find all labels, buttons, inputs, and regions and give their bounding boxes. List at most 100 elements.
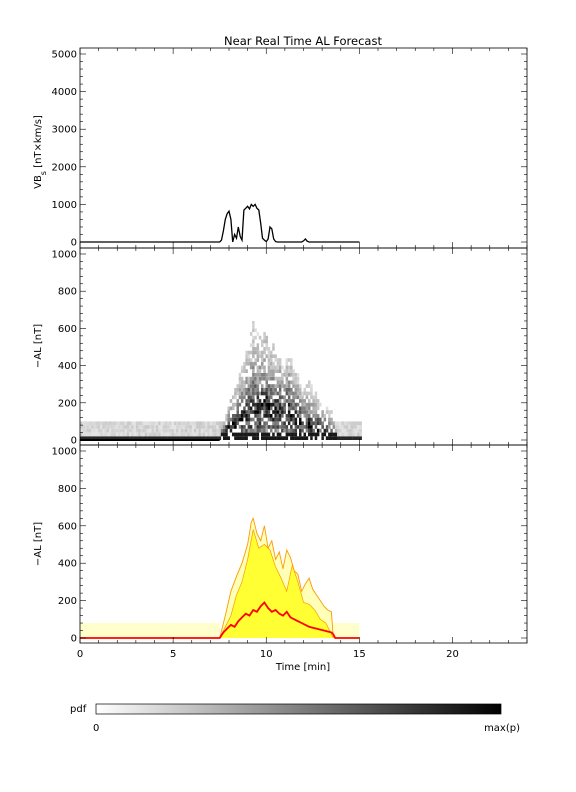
heatmap-cell [240, 391, 244, 396]
heatmap-cell [267, 406, 271, 411]
heatmap-cell [227, 436, 230, 440]
heatmap-cell [214, 425, 217, 429]
al-forecast-x-tick-label: 15 [353, 649, 366, 660]
heatmap-cell [167, 425, 170, 429]
heatmap-cell [290, 436, 293, 440]
heatmap-cell [191, 428, 195, 433]
heatmap-cell [343, 428, 347, 433]
heatmap-cell [86, 432, 90, 437]
heatmap-cell [249, 406, 253, 411]
heatmap-cell [285, 361, 289, 366]
heatmap-cell [258, 376, 262, 381]
heatmap-cell [209, 428, 213, 433]
heatmap-cell [270, 369, 273, 373]
heatmap-cell [296, 391, 300, 396]
heatmap-cell [240, 399, 244, 403]
heatmap-cell [202, 428, 206, 433]
heatmap-cell [97, 421, 101, 426]
heatmap-cell [167, 421, 170, 426]
heatmap-cell [328, 421, 331, 426]
heatmap-cell [265, 421, 268, 426]
heatmap-cell [200, 428, 204, 433]
heatmap-cell [261, 376, 264, 381]
heatmap-cell [301, 395, 304, 400]
heatmap-cell [234, 421, 237, 426]
heatmap-cell [252, 354, 255, 359]
heatmap-cell [173, 432, 177, 437]
heatmap-cell [278, 361, 282, 366]
heatmap-cell [283, 421, 286, 426]
al-pdf-y-tick-label: 0 [71, 436, 77, 447]
heatmap-cell [314, 402, 318, 407]
heatmap-cell [249, 358, 253, 362]
heatmap-cell [100, 432, 103, 437]
heatmap-cell [138, 432, 141, 437]
heatmap-cell [310, 432, 313, 437]
heatmap-cell [238, 391, 242, 396]
heatmap-cell [164, 421, 168, 426]
heatmap-cell [305, 436, 309, 440]
heatmap-cell [153, 428, 157, 433]
heatmap-cell [104, 425, 108, 429]
heatmap-cell [86, 425, 90, 429]
heatmap-cell [272, 436, 275, 440]
heatmap-cell [263, 436, 266, 440]
heatmap-cell [258, 380, 262, 385]
heatmap-cell [276, 421, 280, 426]
heatmap-cell [258, 391, 262, 396]
heatmap-cell [310, 410, 313, 414]
heatmap-cell [301, 399, 304, 403]
heatmap-cell [245, 428, 248, 433]
heatmap-cell [261, 373, 264, 377]
heatmap-cell [270, 361, 273, 366]
heatmap-cell [305, 425, 309, 429]
heatmap-cell [278, 436, 282, 440]
heatmap-cell [265, 425, 268, 429]
heatmap-cell [276, 417, 280, 422]
heatmap-cell [240, 432, 244, 437]
heatmap-cell [258, 373, 262, 377]
heatmap-cell [294, 406, 298, 411]
heatmap-cell [200, 432, 204, 437]
heatmap-cell [209, 432, 213, 437]
heatmap-cell [285, 391, 289, 396]
heatmap-cell [276, 402, 280, 407]
heatmap-cell [339, 432, 342, 437]
heatmap-cell [323, 414, 327, 418]
heatmap-cell [348, 425, 351, 429]
heatmap-cell [314, 425, 318, 429]
heatmap-cell [91, 428, 94, 433]
heatmap-cell [352, 432, 356, 437]
al-pdf-panel: 0 200 400 600 800 1000 −AL [nT] [33, 247, 528, 447]
heatmap-cell [294, 417, 298, 422]
heatmap-cell [292, 391, 295, 396]
heatmap-cell [278, 358, 282, 362]
heatmap-cell [294, 373, 298, 377]
heatmap-cell [252, 321, 255, 325]
heatmap-cell [149, 432, 152, 437]
heatmap-cell [263, 402, 266, 407]
heatmap-cell [354, 428, 358, 433]
heatmap-cell [303, 387, 306, 392]
heatmap-cell [93, 421, 96, 426]
heatmap-cell [274, 406, 277, 411]
heatmap-cell [254, 421, 257, 426]
heatmap-cell [82, 432, 85, 437]
heatmap-cell [249, 399, 253, 403]
heatmap-cell [325, 428, 329, 433]
heatmap-cell [247, 361, 251, 366]
heatmap-cell [156, 428, 159, 433]
heatmap-cell [245, 414, 248, 418]
heatmap-cell [308, 380, 311, 385]
heatmap-cell [316, 417, 320, 422]
heatmap-cell [263, 335, 266, 340]
heatmap-cell [169, 432, 172, 437]
heatmap-cell [312, 414, 315, 418]
heatmap-cell [113, 436, 116, 440]
heatmap-cell [247, 402, 251, 407]
heatmap-cell [278, 369, 282, 373]
heatmap-cell [245, 391, 248, 396]
heatmap-cell [319, 428, 322, 433]
heatmap-cell [287, 373, 291, 377]
heatmap-cell [308, 432, 311, 437]
